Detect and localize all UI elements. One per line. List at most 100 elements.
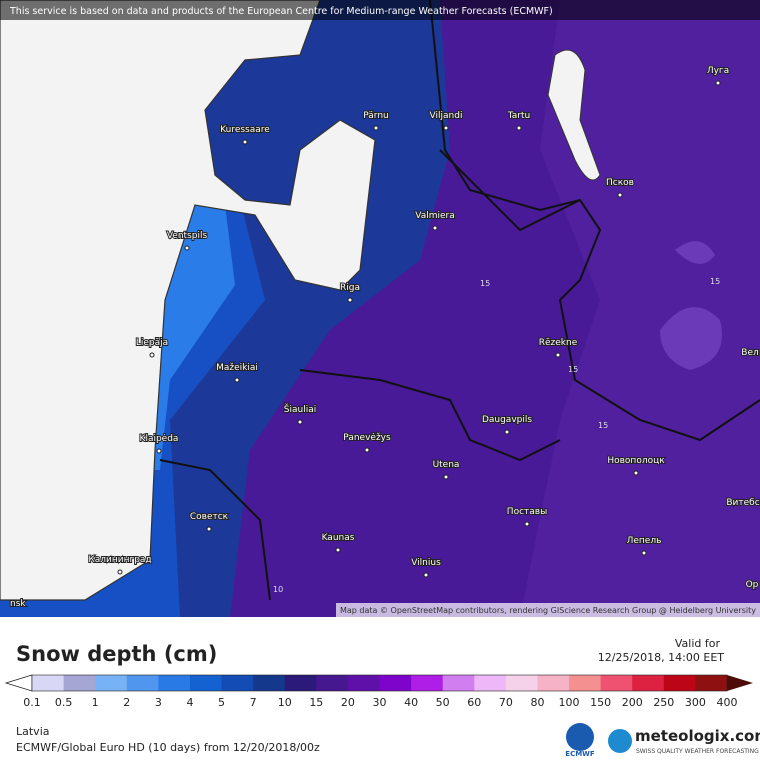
legend-box [63,675,96,691]
city-dot [242,139,248,145]
legend-tick-label: 80 [530,696,544,709]
contour-label: 15 [598,421,608,430]
model: ECMWF/Global Euro HD (10 days) from 12/2… [16,741,320,754]
brand-logo [608,729,632,753]
city-dot [423,572,429,578]
city-dot [335,547,341,553]
legend-box [600,675,633,691]
city-label: Viljandi [430,111,463,121]
legend-box [505,675,538,691]
legend-box [695,675,728,691]
legend-box [253,675,286,691]
city-dot [504,429,510,435]
legend-tick-label: 150 [590,696,611,709]
city-label: Лепель [627,536,662,546]
legend-tick-label: 5 [218,696,225,709]
legend-tick-label: 100 [559,696,580,709]
city-label: Riga [340,283,360,293]
city-label: Псков [606,178,634,188]
city-dot [364,447,370,453]
legend-tick-label: 7 [250,696,257,709]
legend-tick-label: 30 [373,696,387,709]
city-label: Panevėžys [343,433,391,443]
legend-box [442,675,475,691]
city-dot [555,352,561,358]
city-label: Новополоцк [607,456,665,466]
legend-box [411,675,444,691]
contour-label: 15 [710,277,720,286]
city-label: Liepāja [136,338,168,348]
contour-label: 15 [480,279,490,288]
ecmwf-logo [566,723,594,751]
city-dot [347,297,353,303]
city-label: Tartu [507,111,530,121]
legend: Snow depth (cm) Valid for 12/25/2018, 14… [4,637,760,758]
city-dot [524,521,530,527]
legend-box [632,675,665,691]
legend-tick-label: 0.5 [55,696,73,709]
city-label: Луга [707,66,729,76]
legend-tick-label: 20 [341,696,355,709]
legend-box [221,675,254,691]
city-label: Вел [741,348,758,358]
city-label: Ор [746,580,759,590]
legend-title: Snow depth (cm) [16,642,217,666]
legend-box [569,675,602,691]
valid-time: 12/25/2018, 14:00 EET [598,651,724,664]
city-dot [617,192,623,198]
city-dot [373,125,379,131]
city-dot [184,245,190,251]
city-label: Kuressaare [220,125,270,135]
city-label: Витебс [726,498,759,508]
legend-tick-label: 10 [278,696,292,709]
attribution-bar [336,603,760,617]
notice-bar [0,0,760,20]
city-label: Utena [433,460,460,470]
lake [547,49,601,181]
legend-box [379,675,412,691]
legend-tick-label: 200 [622,696,643,709]
legend-tick-label: 4 [186,696,193,709]
legend-box [474,675,507,691]
legend-tick-label: 3 [155,696,162,709]
legend-box [663,675,696,691]
city-label: Ventspils [167,231,208,241]
city-label: Valmiera [415,211,455,221]
region: Latvia [16,725,50,738]
legend-tick-label: 400 [717,696,738,709]
city-label: Советск [190,512,229,522]
city-dot [156,448,162,454]
attribution: Map data © OpenStreetMap contributors, r… [340,606,756,615]
city-dot [641,550,647,556]
legend-tick-label: 0.1 [23,696,41,709]
city-dot [234,377,240,383]
legend-tick-label: 15 [309,696,323,709]
city-dot [149,352,155,358]
legend-box [95,675,128,691]
legend-tick-label: 250 [653,696,674,709]
legend-tick-label: 40 [404,696,418,709]
city-label: Kaunas [322,533,355,543]
legend-tick-label: 2 [123,696,130,709]
tagline: SWISS QUALITY WEATHER FORECASTING [636,748,759,755]
legend-box [316,675,349,691]
legend-box [158,675,191,691]
city-dot [206,526,212,532]
city-dot [117,569,123,575]
legend-box [284,675,317,691]
city-label: Pärnu [363,111,389,121]
city-dot [715,80,721,86]
city-dot [443,125,449,131]
city-dot [432,225,438,231]
brand: meteologix.com [635,727,760,745]
notice: This service is based on data and produc… [9,6,553,17]
legend-box [347,675,380,691]
ecmwf-text: ECMWF [565,750,595,758]
contour-label: 15 [568,365,578,374]
sea [0,0,376,601]
contour-label: 10 [273,585,283,594]
legend-box [126,675,159,691]
city-label: Vilnius [411,558,441,568]
city-label: Šiauliai [284,403,316,415]
